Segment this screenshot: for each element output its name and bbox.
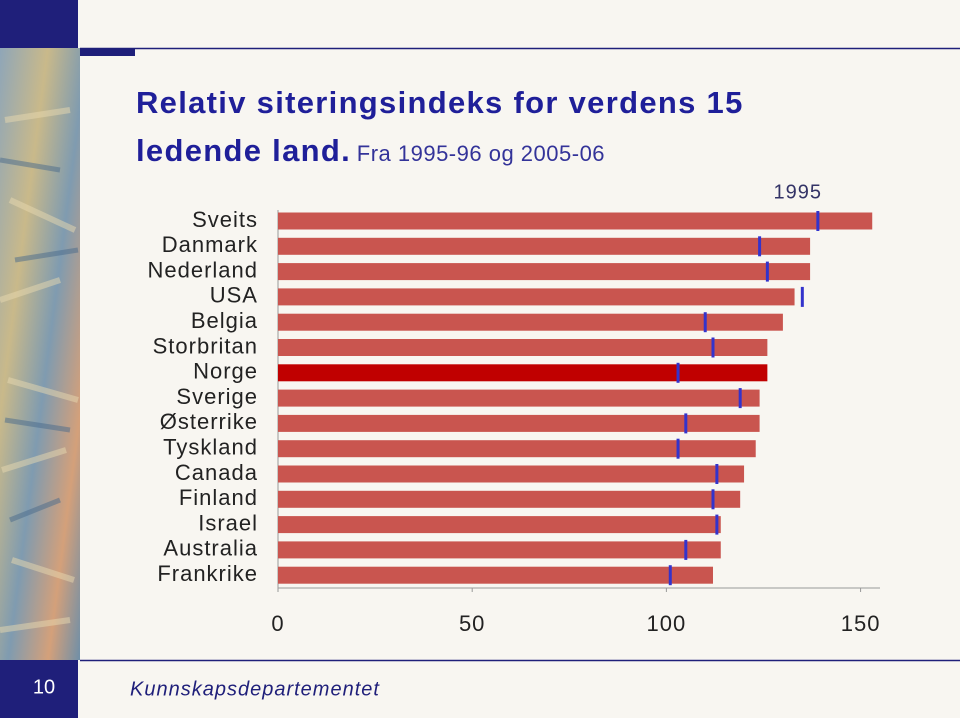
bar [278,364,768,382]
y-tick-label: Israel [198,510,258,535]
footer: Kunnskapsdepartementet [130,678,380,700]
x-tick-label: 0 [271,611,284,636]
y-tick-label: Norge [193,359,258,384]
y-tick-label: Sverige [176,384,258,409]
chart-title: Relativ siteringsindeks for verdens 15 l… [136,85,744,168]
y-tick-label: USA [210,283,258,308]
bar [278,237,811,255]
y-tick-label: Danmark [162,232,258,257]
bar [278,566,713,584]
bar [278,490,741,508]
decor-strokes [0,107,79,633]
y-tick-label: Australia [163,536,258,561]
bar [278,465,745,483]
y-tick-label: Canada [175,460,258,485]
top-accent [80,48,135,56]
chart-subtitle: Fra 1995-96 og 2005-06 [356,141,606,166]
bar [278,339,768,356]
y-tick-label: Nederland [147,257,258,282]
bar [278,389,760,407]
bar [278,212,873,230]
page-number: 10 [33,676,55,698]
title-box: Relativ siteringsindeks for verdens 15 l… [136,82,836,178]
y-tick-label: Østerrike [160,409,258,434]
y-tick-label: Belgia [191,308,258,333]
bar [278,263,811,281]
bar [278,414,760,432]
corner-block [0,0,78,48]
bar [278,516,721,534]
bar [278,541,721,559]
x-tick-label: 100 [647,611,687,636]
x-tick-label: 150 [841,611,881,636]
y-tick-label: Storbritan [153,333,258,358]
bar [278,440,756,458]
legend-label: 1995 [774,181,823,203]
y-tick-label: Sveits [192,207,258,232]
y-tick-label: Finland [179,485,258,510]
y-tick-label: Tyskland [163,435,258,460]
bar [278,288,795,306]
page-block [0,660,78,718]
y-tick-label: Frankrike [157,561,258,586]
x-tick-label: 50 [459,611,485,636]
bar [278,313,783,331]
